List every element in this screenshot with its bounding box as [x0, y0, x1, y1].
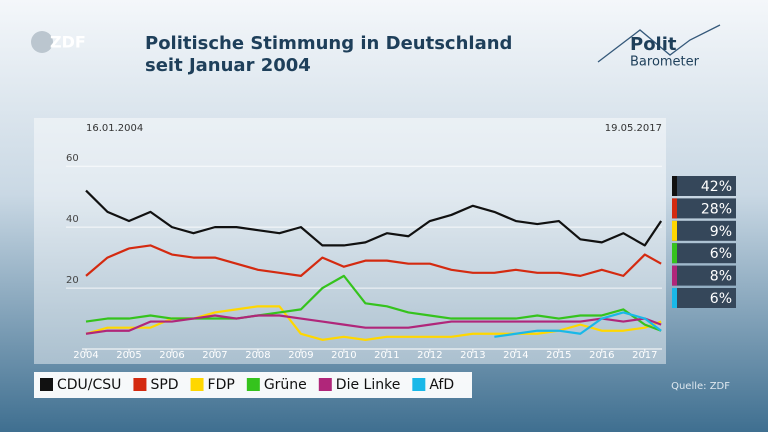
latest-badge [672, 265, 736, 286]
x-tick-label: 2015 [546, 350, 571, 361]
latest-swatch [672, 176, 677, 196]
chart-title: Politische Stimmung in Deutschland [145, 33, 512, 54]
legend-swatch [318, 378, 332, 391]
latest-swatch [672, 288, 677, 308]
source: Quelle: ZDF [671, 381, 730, 392]
legend-label: AfD [429, 377, 454, 393]
y-tick-label: 60 [66, 153, 79, 164]
brand-subtitle: Barometer [630, 55, 700, 70]
start-date: 16.01.2004 [86, 123, 143, 134]
series-line [85, 274, 662, 332]
latest-badge [672, 243, 736, 264]
brand-line [597, 24, 721, 63]
brand-title: Polit [630, 34, 677, 55]
legend-label: Die Linke [336, 377, 401, 393]
latest-badge [672, 288, 736, 308]
x-tick-label: 2004 [73, 350, 98, 361]
latest-swatch [672, 220, 677, 241]
latest-badge [672, 220, 736, 241]
latest-swatch [672, 243, 677, 264]
y-tick-label: 20 [66, 275, 79, 286]
end-date: 19.05.2017 [605, 123, 662, 134]
legend-swatch [412, 378, 426, 391]
x-tick-label: 2016 [589, 350, 614, 361]
latest-label: 8% [710, 269, 732, 285]
series-line [85, 314, 662, 335]
latest-label: 9% [710, 224, 732, 240]
legend-label: SPD [150, 377, 178, 393]
x-tick-label: 2010 [331, 350, 356, 361]
latest-badge [672, 198, 736, 219]
latest-label: 28% [701, 201, 732, 217]
x-tick-label: 2008 [245, 350, 270, 361]
latest-badge [672, 176, 736, 196]
x-tick-label: 2006 [159, 350, 184, 361]
series-line [494, 311, 662, 338]
legend-swatch [133, 378, 147, 391]
latest-label: 42% [701, 179, 732, 195]
y-tick-label: 40 [66, 214, 79, 225]
x-tick-label: 2014 [503, 350, 528, 361]
chart-subtitle: seit Januar 2004 [145, 55, 311, 76]
x-tick-label: 2013 [460, 350, 485, 361]
logo: ZDF [50, 33, 86, 52]
legend-swatch [40, 378, 53, 391]
latest-swatch [672, 265, 677, 286]
legend-label: FDP [208, 377, 235, 393]
latest-label: 6% [710, 246, 732, 262]
x-tick-label: 2007 [202, 350, 227, 361]
legend-label: CDU/CSU [57, 377, 121, 393]
x-tick-label: 2017 [632, 350, 657, 361]
x-tick-label: 2009 [288, 350, 313, 361]
legend-label: Grüne [264, 377, 307, 393]
legend-swatch [246, 378, 260, 391]
latest-swatch [672, 198, 677, 219]
series-line [85, 244, 662, 277]
plot-panel [34, 118, 666, 364]
x-tick-label: 2012 [417, 350, 442, 361]
logo-mark [31, 31, 53, 53]
legend-swatch [190, 378, 204, 391]
series-line [85, 189, 663, 247]
x-tick-label: 2005 [116, 350, 141, 361]
latest-label: 6% [710, 291, 732, 307]
x-tick-label: 2011 [374, 350, 399, 361]
